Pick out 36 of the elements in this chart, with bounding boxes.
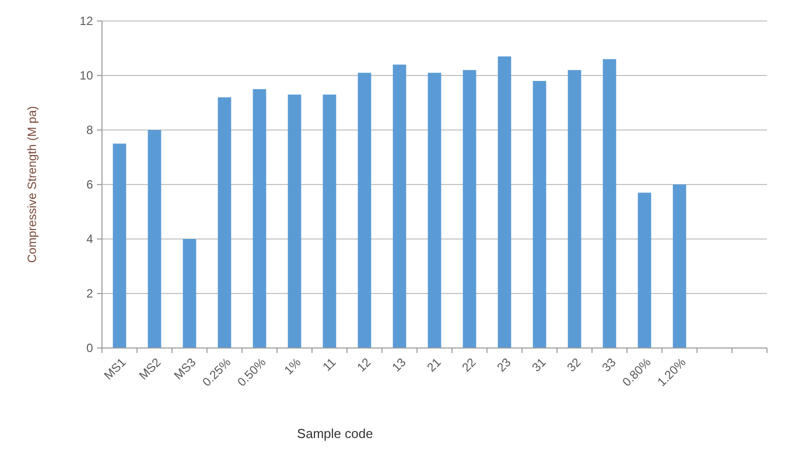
bar bbox=[148, 130, 162, 348]
y-axis-title: Compressive Strength (M pa) bbox=[25, 106, 39, 263]
bar bbox=[602, 59, 616, 348]
bar bbox=[218, 97, 232, 348]
x-tick-label: 12 bbox=[354, 354, 374, 375]
x-tick-label: 23 bbox=[494, 354, 514, 375]
bar bbox=[252, 89, 266, 348]
x-tick-label: 11 bbox=[320, 354, 339, 374]
x-tick-label: 31 bbox=[529, 354, 549, 375]
bar bbox=[112, 144, 126, 348]
bar bbox=[638, 192, 652, 348]
x-axis-title: Sample code bbox=[297, 426, 373, 441]
x-tick-label: 21 bbox=[424, 354, 444, 375]
y-tick-label: 0 bbox=[86, 341, 94, 356]
bar bbox=[568, 70, 582, 348]
bar bbox=[288, 94, 302, 348]
y-tick-label: 6 bbox=[86, 178, 94, 192]
y-tick-label: 10 bbox=[80, 68, 94, 83]
bar bbox=[532, 80, 546, 348]
x-tick-label: 33 bbox=[599, 354, 619, 375]
bar bbox=[498, 56, 512, 348]
y-tick-label: 2 bbox=[86, 286, 94, 301]
x-tick-label: 32 bbox=[564, 354, 584, 375]
y-tick-label: 4 bbox=[86, 232, 94, 246]
y-tick-label: 8 bbox=[86, 123, 94, 138]
bar bbox=[358, 72, 372, 348]
bar bbox=[322, 94, 336, 348]
x-tick-label: 13 bbox=[389, 354, 409, 375]
bar bbox=[462, 70, 476, 348]
bar bbox=[428, 72, 442, 348]
bar bbox=[672, 184, 686, 348]
y-tick-label: 12 bbox=[80, 14, 94, 28]
x-tick-label: 1% bbox=[281, 354, 304, 378]
bar bbox=[182, 239, 196, 348]
x-tick-label: 22 bbox=[459, 354, 479, 375]
bar bbox=[392, 64, 406, 348]
